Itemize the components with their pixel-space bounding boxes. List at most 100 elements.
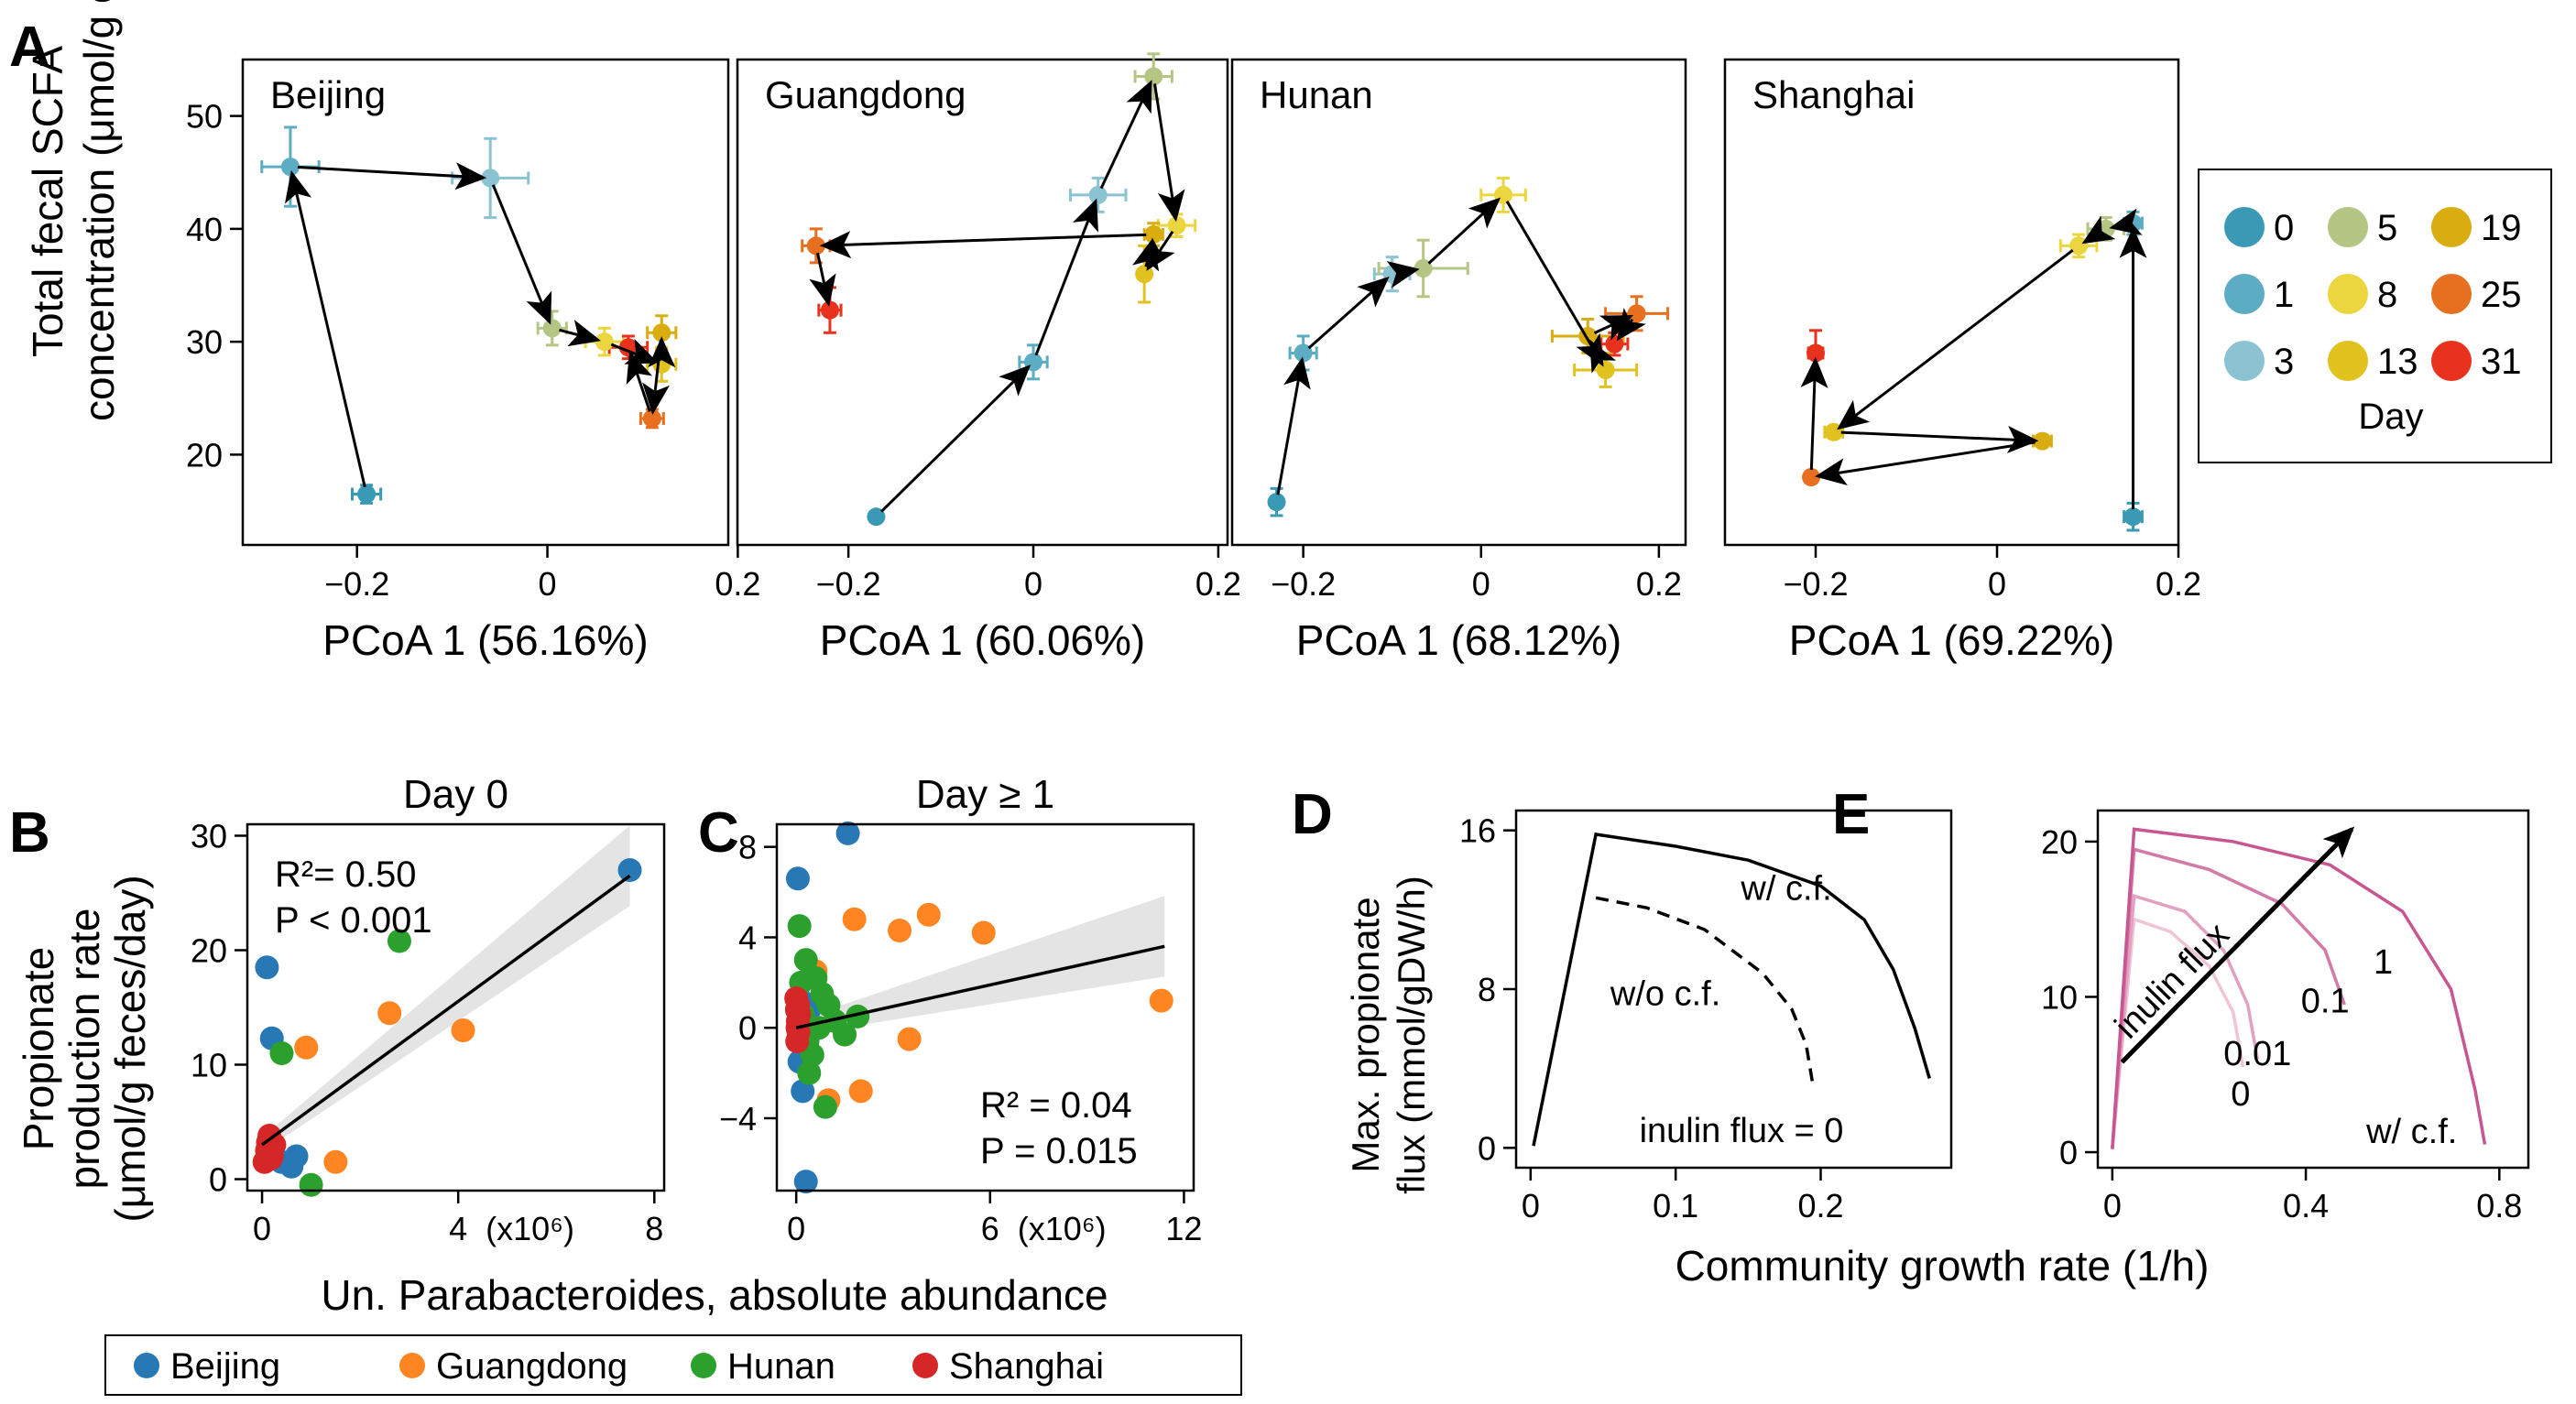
- label-inulin-zero: inulin flux = 0: [1640, 1112, 1844, 1150]
- scatter-title: Day ≥ 1: [916, 772, 1054, 817]
- pcoa-panel-shanghai: Shanghai −0.2 0 0.2 PCoA 1 (69.22%): [1723, 58, 2201, 664]
- pcoa-title: Beijing: [270, 73, 386, 116]
- trajectory-arrow: [491, 184, 552, 325]
- trajectory-arrow: [1034, 198, 1098, 356]
- data-point: [797, 1061, 822, 1085]
- day-point: [1802, 468, 1821, 487]
- data-point: [971, 920, 996, 945]
- confidence-band: [796, 896, 1165, 1036]
- trajectory-arrow: [1427, 197, 1501, 265]
- trajectory-arrow: [1386, 261, 1420, 288]
- trajectory-arrow: [1836, 249, 2074, 430]
- trajectory-arrow: [819, 231, 1147, 259]
- x-tick-label: 0.2: [1195, 565, 1241, 603]
- label-with-cf: w/ c.f.: [1740, 870, 1831, 909]
- plot-frame: [736, 58, 1229, 547]
- panel-a-ylabel-line1: Total fecal SCFA: [24, 46, 71, 357]
- x-tick-label: 12: [1165, 1210, 1202, 1247]
- panel-b: Day 0 0 4 8 (x10⁶) 0 10 20 30 R²= 0.50 P < 0.001: [191, 772, 666, 1247]
- day-point: [1627, 304, 1646, 323]
- x-tick-label: 0.2: [715, 565, 760, 603]
- panel-letter-a: A: [9, 16, 50, 79]
- x-multiplier: (x10⁶): [1018, 1210, 1107, 1247]
- x-tick-label: 0: [539, 565, 557, 603]
- data-point: [787, 914, 812, 939]
- y-tick-label: 10: [2041, 978, 2078, 1016]
- legend-day-label: 0: [2274, 208, 2294, 248]
- pcoa-title: Shanghai: [1752, 73, 1916, 116]
- trajectory-arrow: [1589, 339, 1617, 374]
- y-tick-label: 16: [1459, 812, 1496, 850]
- panel-c: Day ≥ 1 0 6 12 (x10⁶) −4 0 4 8 R² = 0.04 P = 0.015: [719, 772, 1202, 1247]
- trajectory-arrow: [642, 340, 670, 415]
- pcoa-xlabel: PCoA 1 (60.06%): [820, 616, 1145, 664]
- pcoa-panel-guangdong: Guangdong −0.2 0 0.2 PCoA 1 (60.06%): [736, 52, 1241, 664]
- data-point: [294, 1035, 319, 1060]
- y-tick-label: 10: [191, 1047, 227, 1084]
- y-tick-label: 20: [2041, 823, 2078, 861]
- data-point: [846, 1004, 870, 1029]
- y-tick-label: 30: [186, 323, 223, 361]
- series-guangdong: [803, 902, 1173, 1113]
- legend-province-swatch: [691, 1353, 716, 1378]
- day-point: [2123, 213, 2143, 233]
- legend-province-swatch: [399, 1353, 425, 1378]
- legend-province-label: Hunan: [727, 1346, 835, 1387]
- day-point: [1806, 343, 1825, 363]
- inulin-curve-0.01: [2111, 893, 2259, 1149]
- data-point: [258, 1147, 283, 1170]
- legend-day-label: 13: [2377, 342, 2418, 382]
- legend-day-swatch: [2431, 341, 2472, 381]
- x-tick-label: 0.1: [1653, 1187, 1698, 1224]
- trajectory-arrow: [297, 162, 487, 190]
- legend-province-swatch: [912, 1353, 938, 1378]
- panel-b-ylabel-line3: (μmol/g feces/day): [106, 875, 154, 1222]
- day-point: [2123, 507, 2143, 527]
- panel-d-ylabel-line2: flux (mmol/gDW/h): [1390, 876, 1433, 1194]
- day-point: [1605, 334, 1624, 354]
- pcoa-title: Guangdong: [765, 73, 966, 116]
- data-point: [1149, 988, 1173, 1013]
- pcoa-xlabel: PCoA 1 (69.22%): [1789, 616, 2114, 664]
- x-tick-label: 8: [645, 1210, 663, 1247]
- y-tick-label: 0: [2059, 1134, 2078, 1171]
- shared-xlabel-de: Community growth rate (1/h): [1675, 1242, 2210, 1290]
- y-tick-label: −4: [719, 1100, 757, 1137]
- day-point: [542, 319, 562, 338]
- y-tick-label: 4: [738, 919, 757, 956]
- legend-day-label: 25: [2481, 275, 2522, 315]
- legend-day-swatch: [2431, 207, 2472, 247]
- x-tick-label: −0.2: [816, 565, 881, 603]
- p-value: P = 0.015: [980, 1131, 1138, 1171]
- trajectory-arrow: [1307, 276, 1390, 350]
- data-point: [785, 866, 810, 891]
- data-point: [897, 1027, 922, 1051]
- legend-day-swatch: [2328, 341, 2368, 381]
- series-hunan: [787, 914, 870, 1119]
- day-legend-title: Day: [2358, 397, 2423, 437]
- x-tick-label: 0.2: [1636, 565, 1682, 603]
- data-point: [617, 858, 642, 882]
- data-point: [299, 1172, 323, 1197]
- panel-letter-b: B: [9, 801, 50, 865]
- day-point: [1144, 67, 1163, 86]
- curve-without-cf: [1595, 896, 1816, 1089]
- plot-frame: [246, 822, 666, 1192]
- day-point: [481, 169, 500, 188]
- data-point: [848, 1079, 873, 1104]
- trajectory-arrow: [1099, 80, 1152, 190]
- label-with-cf: w/ c.f.: [2365, 1113, 2457, 1151]
- r-squared: R²= 0.50: [275, 854, 417, 895]
- day-point: [1596, 360, 1615, 379]
- legend-day-swatch: [2328, 274, 2368, 314]
- day-point: [1267, 493, 1286, 512]
- panel-a-ylabel-line2: concentration (μmol/g eces): [75, 0, 123, 421]
- legend-province-label: Shanghai: [949, 1346, 1104, 1387]
- day-point: [1144, 225, 1163, 245]
- data-point: [888, 919, 912, 943]
- curve-label: 0.01: [2223, 1035, 2291, 1073]
- panel-letter-c: C: [698, 801, 739, 865]
- x-multiplier: (x10⁶): [486, 1210, 574, 1247]
- trajectory-arrow: [1131, 237, 1160, 272]
